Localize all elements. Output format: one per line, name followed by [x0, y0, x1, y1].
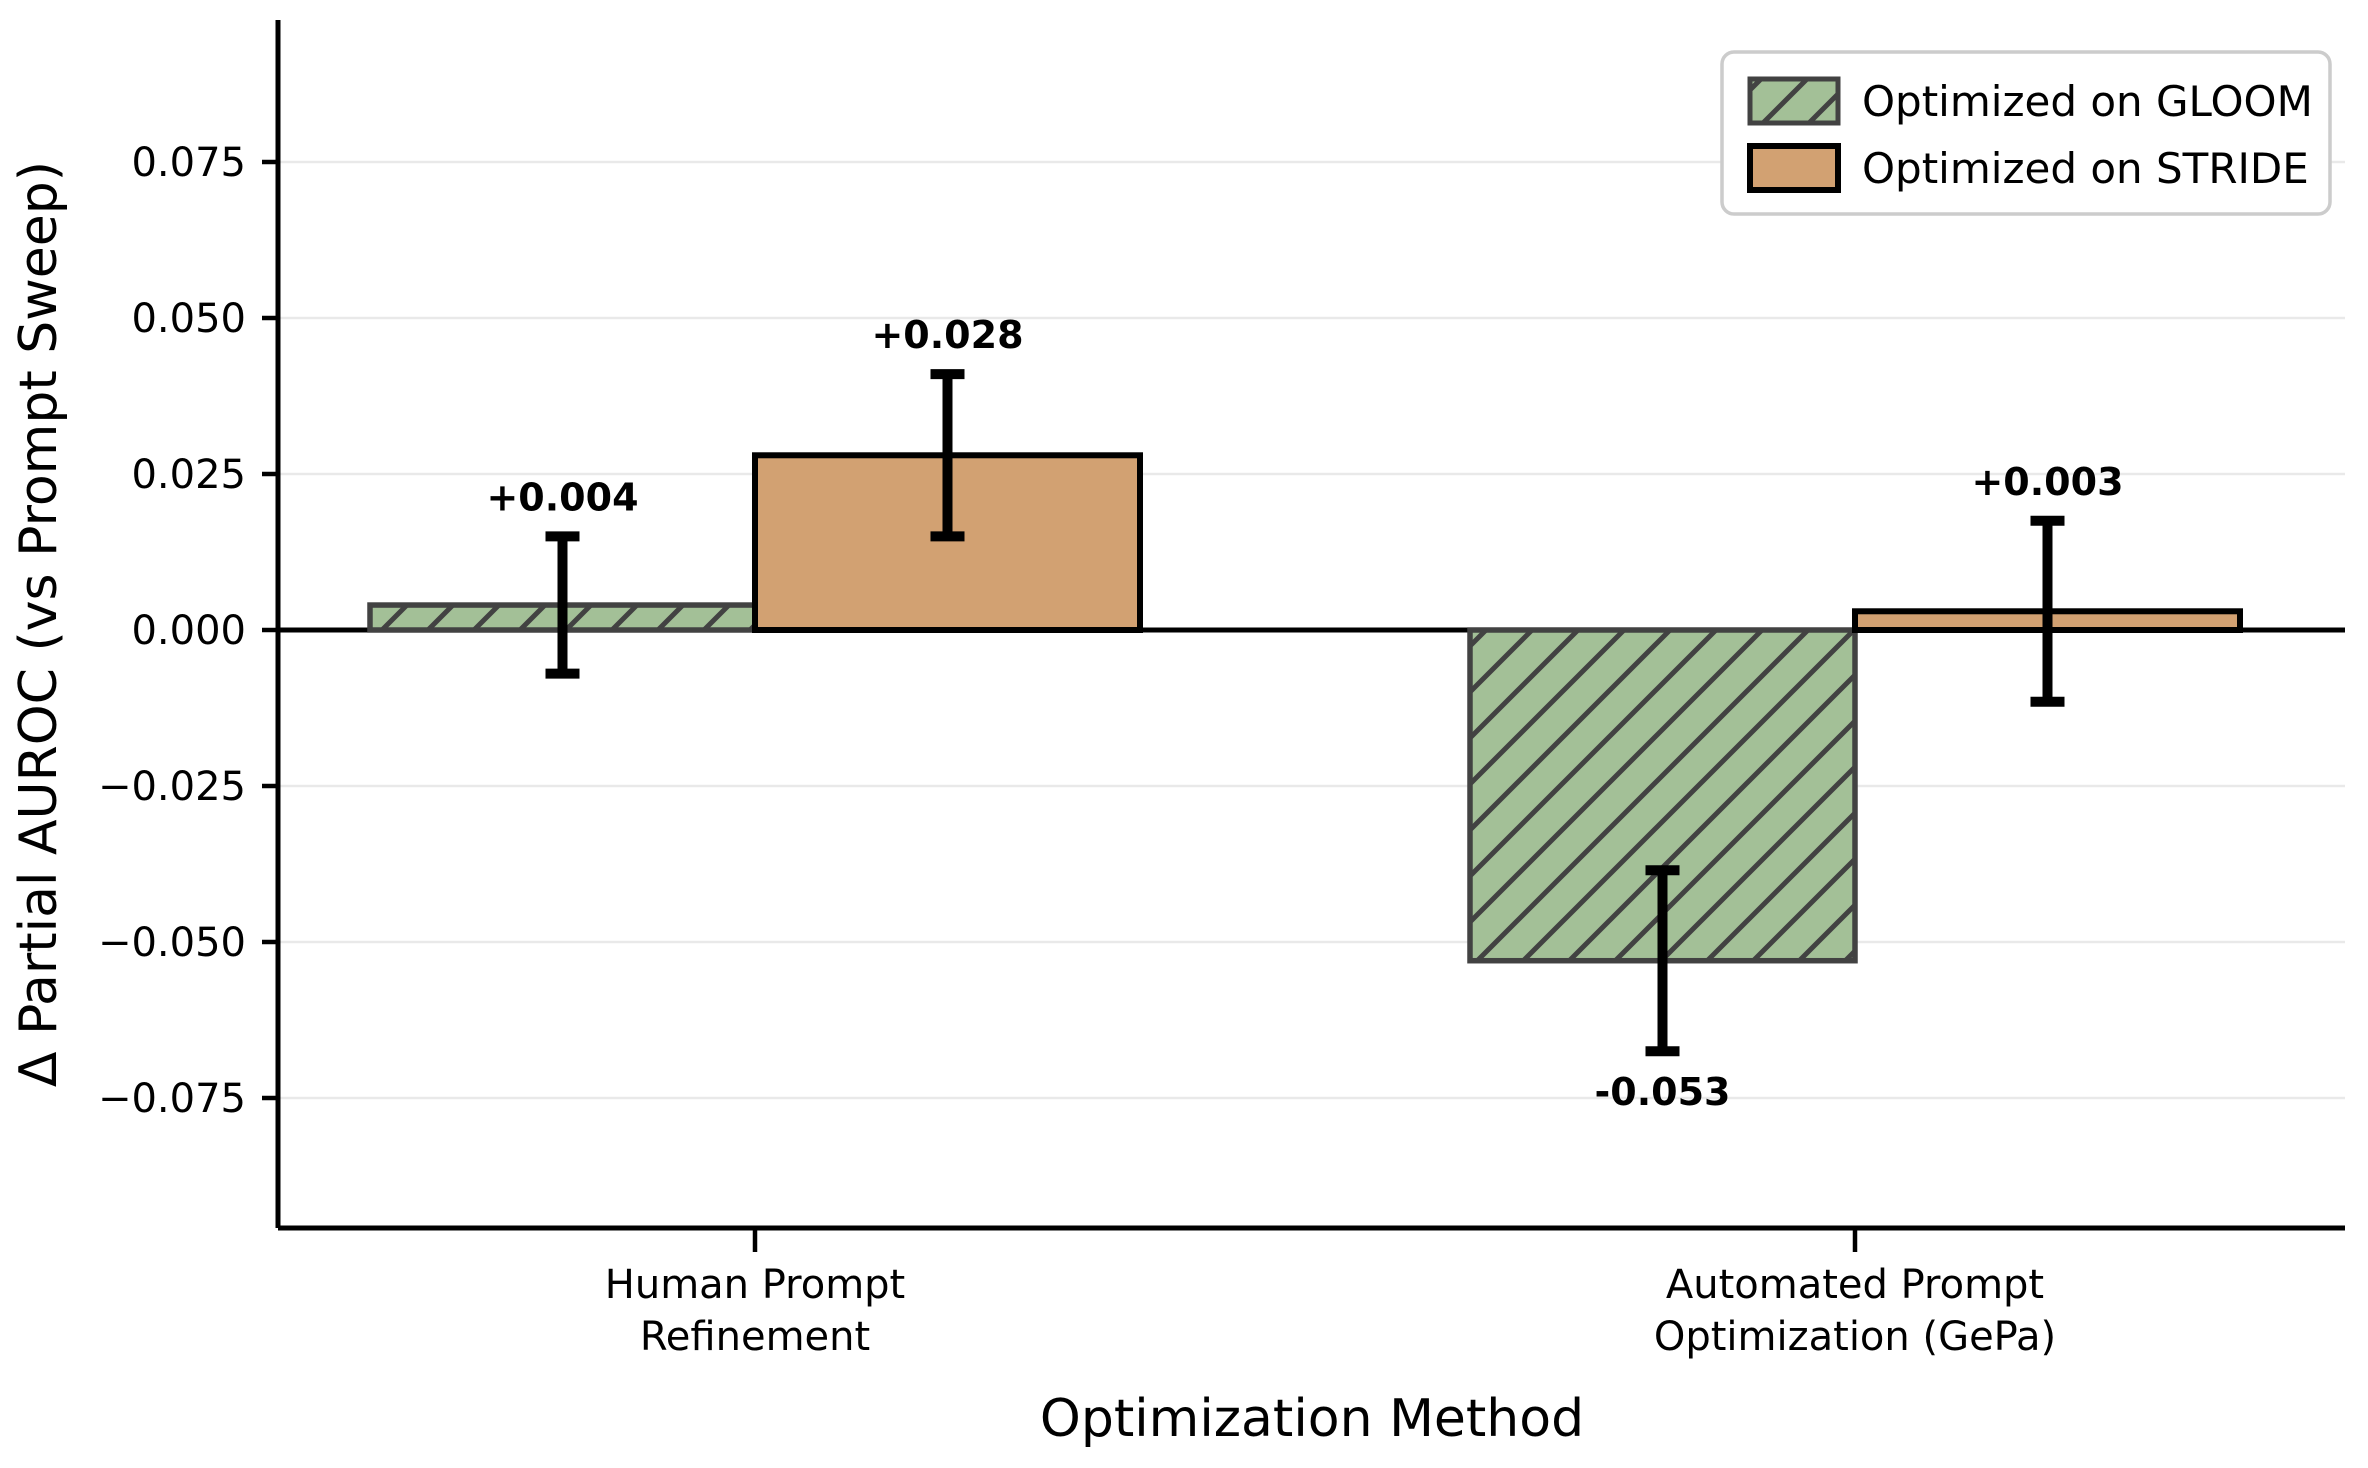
value-label: +0.003 [1971, 460, 2123, 504]
y-tick-label: −0.025 [98, 764, 246, 810]
x-tick-label: Human Prompt Refinement [605, 1262, 905, 1360]
tick-labels: 0.075 0.050 0.025 0.000 −0.025 −0.050 −0.075 Hu… [98, 140, 2056, 1360]
bars [367, 452, 2243, 964]
axes [262, 20, 2345, 1252]
y-tick-label: −0.075 [98, 1076, 246, 1122]
y-axis-title: Δ Partial AUROC (vs Prompt Sweep) [9, 161, 69, 1087]
legend-swatch-gloom-hatch [1750, 79, 1838, 123]
value-labels: +0.004 -0.053 +0.028 +0.003 [486, 313, 2123, 1114]
error-bars [545, 369, 2065, 1057]
y-tick-label: 0.025 [131, 452, 246, 498]
legend-label-gloom: Optimized on GLOOM [1862, 77, 2313, 126]
legend-swatch-gloom-edge [1747, 76, 1841, 126]
x-axis-title: Optimization Method [1040, 1389, 1584, 1449]
legend-box [1720, 50, 2332, 216]
legend: Optimized on GLOOM Optimized on STRIDE [1720, 50, 2332, 216]
y-tick-label: 0.075 [131, 140, 246, 186]
y-tick-label: 0.050 [131, 296, 246, 342]
value-label: +0.004 [486, 475, 638, 519]
legend-label-stride: Optimized on STRIDE [1862, 144, 2309, 193]
y-tick-label: 0.000 [131, 608, 246, 654]
value-label: +0.028 [871, 313, 1023, 357]
legend-swatch-stride [1747, 143, 1841, 193]
value-label: -0.053 [1595, 1070, 1731, 1114]
x-tick-label: Automated Prompt Optimization (GePa) [1654, 1262, 2056, 1360]
y-tick-label: −0.050 [98, 920, 246, 966]
